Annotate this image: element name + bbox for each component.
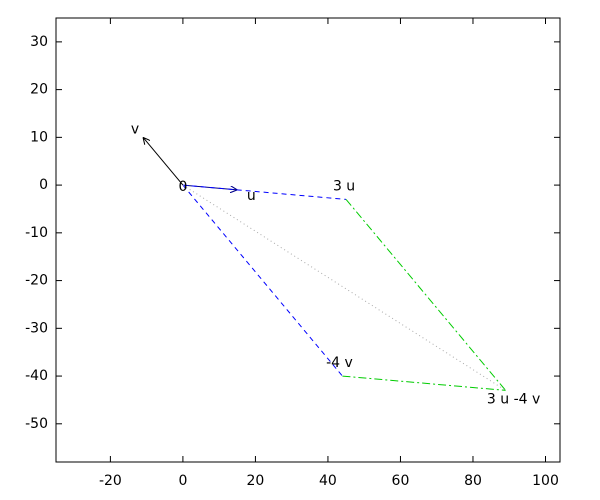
y-tick-label: -40: [25, 368, 48, 384]
point-label: 0: [178, 179, 187, 195]
y-tick-label: -20: [25, 273, 48, 289]
vector-line: [182, 184, 343, 377]
point-label: 3 u: [333, 178, 355, 194]
point-label: v: [131, 121, 139, 137]
x-tick-label: -20: [99, 473, 122, 489]
vector-line: [182, 184, 347, 200]
y-tick-label: 30: [30, 34, 48, 50]
x-tick-label: 20: [247, 473, 265, 489]
vector-line: [342, 375, 506, 391]
y-tick-label: 0: [39, 177, 48, 193]
y-tick-label: -30: [25, 320, 48, 336]
y-tick-label: 20: [30, 82, 48, 98]
y-tick-label: -10: [25, 225, 48, 241]
point-label: -4 v: [326, 355, 353, 371]
y-tick-label: -50: [25, 416, 48, 432]
vector-line: [345, 199, 506, 391]
point-label: u: [247, 188, 256, 204]
vector-arrow: [143, 137, 184, 186]
y-tick-label: 10: [30, 129, 48, 145]
x-tick-label: 80: [464, 473, 482, 489]
x-tick-label: 0: [178, 473, 187, 489]
point-label: 3 u -4 v: [487, 391, 540, 407]
x-tick-label: 40: [319, 473, 337, 489]
plot-frame: [55, 17, 561, 463]
x-tick-label: 100: [532, 473, 559, 489]
x-tick-label: 60: [392, 473, 410, 489]
